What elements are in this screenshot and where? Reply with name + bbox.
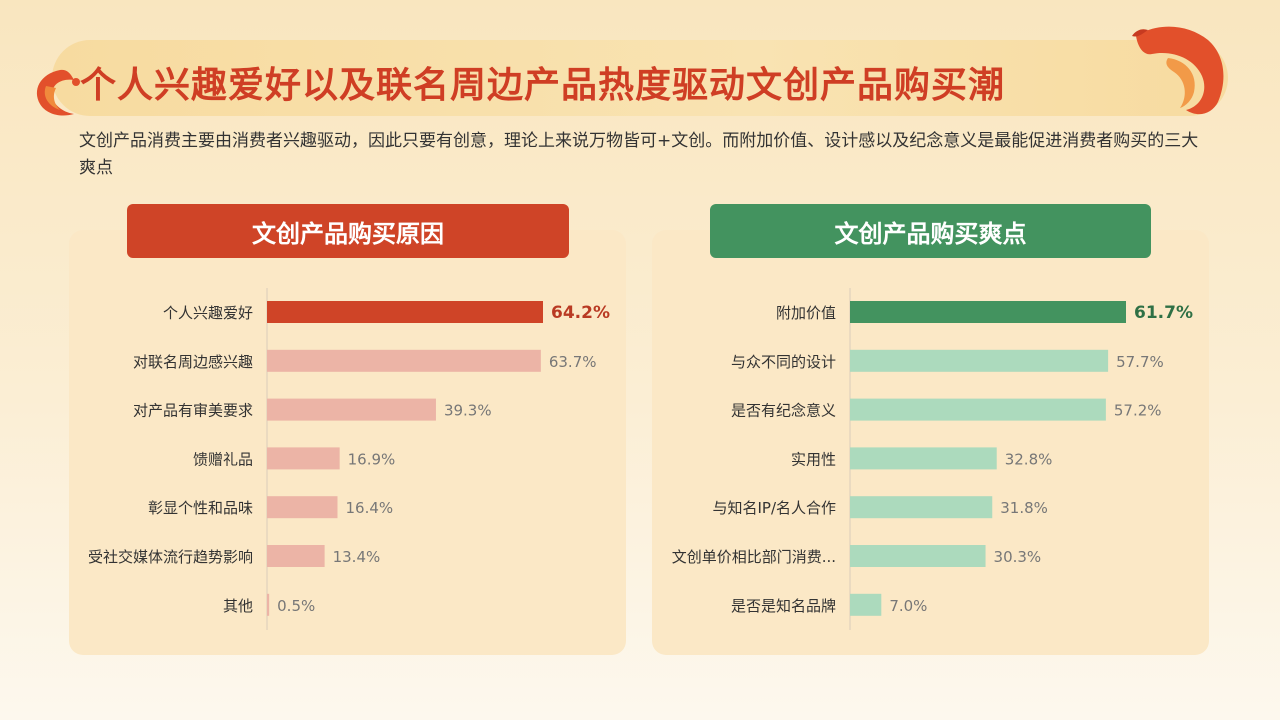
purchase-reasons-chart: 个人兴趣爱好 64.2% 对联名周边感兴趣 63.7% 对产品有审美要求 39.3% 馈赠礼…	[88, 288, 610, 630]
reason-value-label: 16.4%	[346, 499, 394, 517]
highlight-bar	[850, 447, 997, 470]
reason-value-label: 0.5%	[277, 597, 315, 615]
highlight-value-label: 61.7%	[1134, 303, 1193, 323]
highlight-category-label: 是否有纪念意义	[731, 402, 836, 420]
highlight-value-label: 7.0%	[889, 597, 927, 615]
reason-value-label: 13.4%	[333, 548, 381, 566]
highlight-category-label: 与众不同的设计	[731, 353, 836, 371]
reason-category-label: 馈赠礼品	[193, 450, 253, 468]
reason-value-label: 64.2%	[551, 303, 610, 323]
reason-bar	[267, 447, 340, 470]
highlight-bar	[850, 496, 993, 519]
reason-value-label: 16.9%	[348, 450, 396, 468]
right-panel-header: 文创产品购买爽点	[710, 204, 1151, 258]
reason-bar	[267, 398, 436, 421]
reason-category-label: 对联名周边感兴趣	[133, 353, 253, 371]
highlight-bar	[850, 593, 882, 616]
reason-category-label: 受社交媒体流行趋势影响	[88, 548, 253, 566]
reason-category-label: 对产品有审美要求	[133, 402, 253, 420]
reason-category-label: 彰显个性和品味	[148, 499, 253, 517]
highlight-value-label: 57.7%	[1116, 353, 1164, 371]
title-banner	[52, 40, 1228, 116]
highlight-category-label: 实用性	[791, 450, 836, 468]
highlight-bar	[850, 349, 1109, 372]
highlight-value-label: 31.8%	[1000, 499, 1048, 517]
highlight-value-label: 30.3%	[994, 548, 1042, 566]
ribbon-decoration-left-icon	[36, 69, 80, 116]
reason-bar	[267, 301, 543, 323]
purchase-highlights-chart: 附加价值 61.7% 与众不同的设计 57.7% 是否有纪念意义 57.2% 实用性 32.8…	[672, 288, 1193, 630]
reason-value-label: 39.3%	[444, 402, 492, 420]
left-panel	[69, 230, 626, 655]
ribbon-decoration-right-icon	[1132, 26, 1224, 115]
highlight-value-label: 57.2%	[1114, 402, 1162, 420]
highlight-bar	[850, 398, 1106, 421]
reason-bar	[267, 545, 325, 567]
highlight-category-label: 是否是知名品牌	[731, 597, 836, 615]
reason-bar	[267, 349, 541, 372]
highlight-bar	[850, 301, 1126, 323]
highlight-category-label: 附加价值	[776, 304, 836, 322]
reason-value-label: 63.7%	[549, 353, 597, 371]
reason-bar	[267, 496, 338, 519]
left-panel-header: 文创产品购买原因	[127, 204, 569, 258]
reason-category-label: 个人兴趣爱好	[163, 304, 253, 322]
highlight-value-label: 32.8%	[1005, 450, 1053, 468]
highlight-bar	[850, 545, 986, 567]
highlight-category-label: 与知名IP/名人合作	[712, 499, 836, 517]
highlight-category-label: 文创单价相比部门消费...	[672, 548, 836, 566]
reason-category-label: 其他	[223, 597, 253, 615]
page-subtitle: 文创产品消费主要由消费者兴趣驱动，因此只要有创意，理论上来说万物皆可+文创。而附…	[79, 131, 1199, 178]
reason-bar	[267, 593, 270, 616]
page-title: 个人兴趣爱好以及联名周边产品热度驱动文创产品购买潮	[80, 65, 1006, 106]
right-panel	[652, 230, 1209, 655]
